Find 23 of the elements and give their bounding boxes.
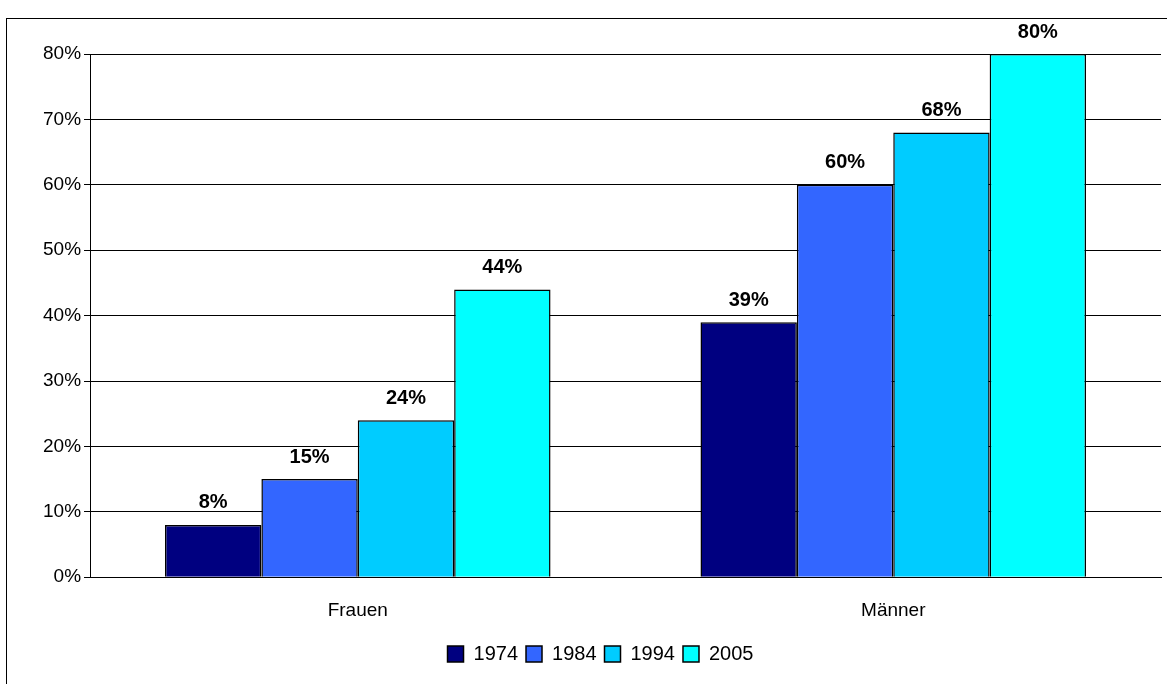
y-tick-label: 70% (43, 107, 82, 129)
legend-label: 2005 (708, 641, 754, 664)
y-tick-label: 50% (43, 238, 82, 260)
legend-label: 1984 (552, 641, 597, 664)
text: 8% (198, 490, 228, 513)
text: 15% (289, 444, 330, 467)
text: 80% (1017, 19, 1058, 42)
y-tick-label: 10% (43, 500, 82, 522)
legend-label: 1974 (473, 641, 519, 664)
y-tick-label: 60% (43, 173, 82, 195)
y-tick-label: 80% (43, 42, 82, 64)
y-tick-label: 30% (43, 369, 82, 391)
x-tick-label: Männer (861, 598, 927, 620)
text: 44% (482, 254, 523, 277)
text: 60% (825, 150, 866, 173)
y-tick-label: 40% (43, 303, 82, 325)
text: 39% (728, 287, 769, 310)
y-tick-label: 20% (43, 434, 82, 456)
x-tick-label: Frauen (327, 598, 388, 620)
text: 24% (385, 385, 426, 408)
y-tick-label: 0% (53, 565, 82, 587)
legend-label: 1994 (630, 641, 675, 664)
text: 68% (921, 98, 962, 120)
